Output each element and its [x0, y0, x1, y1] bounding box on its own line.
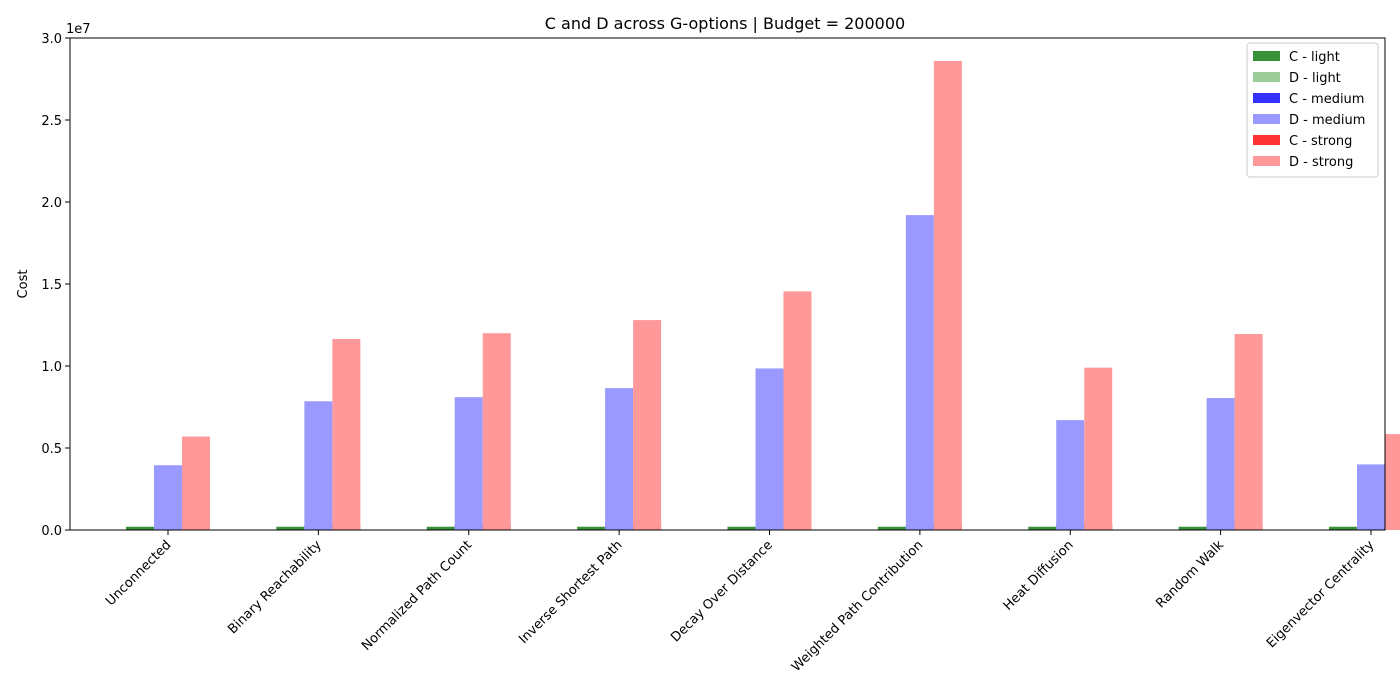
x-tick-label: Unconnected: [103, 538, 174, 609]
legend-swatch: [1253, 114, 1280, 124]
x-tick-label: Decay Over Distance: [668, 538, 776, 646]
bar-d-medium-5: [905, 215, 934, 530]
bar-d-strong-6: [1084, 367, 1113, 530]
legend: C - light D - light C - medium D - medium C …: [1246, 42, 1379, 178]
bar-d-medium-7: [1206, 397, 1235, 530]
chart-title: C and D across G-options | Budget = 2000…: [545, 14, 905, 33]
legend-label: D - strong: [1289, 155, 1353, 170]
x-tick-label: Weighted Path Contribution: [789, 538, 926, 675]
bar-d-medium-1: [304, 401, 333, 530]
y-tick-label: 1.0: [41, 360, 62, 375]
bar-d-medium-4: [755, 368, 784, 530]
x-tick-label: Eigenvector Centrality: [1264, 538, 1378, 652]
y-tick-label: 0.0: [41, 524, 62, 539]
y-tick-label: 2.0: [41, 196, 62, 211]
x-tick-label: Heat Diffusion: [1001, 538, 1077, 614]
bar-c-light-6: [1028, 526, 1057, 530]
bar-d-strong-1: [332, 338, 361, 530]
bar-c-light-7: [1178, 526, 1207, 530]
y-tick-label: 1.5: [41, 278, 62, 293]
plot-frame: [69, 37, 1386, 531]
legend-swatch: [1253, 93, 1280, 103]
bar-c-light-8: [1329, 526, 1357, 530]
bar-c-light-3: [577, 526, 606, 530]
bar-c-light-1: [276, 526, 305, 530]
legend-swatch: [1253, 135, 1280, 145]
bar-c-light-5: [877, 526, 906, 530]
bar-c-light-4: [727, 526, 756, 530]
x-tick-label: Binary Reachability: [225, 538, 325, 638]
x-tick-label: Random Walk: [1153, 537, 1227, 611]
bar-d-strong-0: [182, 436, 210, 530]
legend-label: C - medium: [1289, 92, 1364, 107]
legend-swatch: [1253, 72, 1280, 82]
y-axis-multiplier: 1e7: [66, 22, 91, 37]
bar-d-strong-2: [482, 333, 511, 530]
legend-swatch: [1253, 156, 1280, 166]
x-tick-label: Inverse Shortest Path: [516, 538, 625, 647]
y-axis-label: Cost: [16, 270, 31, 299]
legend-label: C - light: [1289, 50, 1340, 65]
x-tick-label: Normalized Path Count: [359, 538, 475, 654]
bar-d-medium-2: [454, 397, 483, 530]
bars-layer: [126, 60, 1400, 531]
bar-d-medium-3: [605, 388, 634, 530]
y-tick-label: 2.5: [41, 114, 62, 129]
bar-c-light-0: [126, 526, 154, 530]
bar-c-light-2: [426, 526, 455, 530]
legend-label: C - strong: [1289, 134, 1352, 149]
bar-d-strong-4: [783, 291, 812, 530]
bar-d-medium-6: [1056, 420, 1085, 530]
bar-d-medium-8: [1357, 464, 1385, 530]
y-axis: 0.0 0.5 1.0 1.5 2.0 2.5 3.0: [41, 32, 70, 539]
legend-swatch: [1253, 51, 1280, 61]
x-axis: Unconnected Binary Reachability Normalized…: [103, 530, 1378, 675]
y-tick-label: 0.5: [41, 442, 62, 457]
bar-d-strong-7: [1234, 334, 1263, 530]
bar-d-strong-8: [1385, 434, 1400, 530]
legend-label: D - light: [1289, 71, 1341, 86]
legend-label: D - medium: [1289, 113, 1365, 128]
bar-d-strong-3: [633, 320, 662, 530]
bar-d-strong-5: [933, 60, 962, 531]
bar-d-medium-0: [154, 465, 182, 530]
y-tick-label: 3.0: [41, 32, 62, 47]
